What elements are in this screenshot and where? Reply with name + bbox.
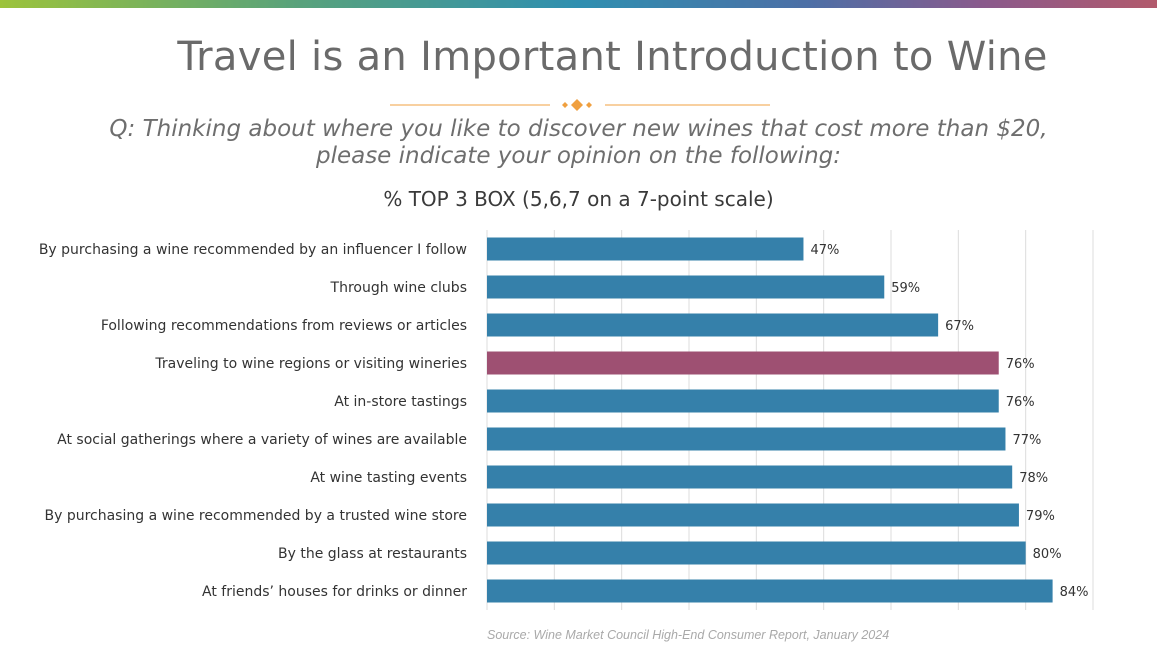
value-label: 76% (1006, 395, 1035, 410)
bar (487, 275, 885, 299)
category-label: By the glass at restaurants (278, 546, 467, 562)
survey-question-line-1: Q: Thinking about where you like to disc… (109, 116, 1048, 142)
survey-question-line-2: please indicate your opinion on the foll… (315, 143, 842, 169)
bar (487, 503, 1019, 527)
bar (487, 313, 939, 337)
bar (487, 579, 1053, 603)
bar (487, 351, 999, 375)
value-label: 47% (810, 243, 839, 258)
chart-title: % TOP 3 BOX (5,6,7 on a 7-point scale) (383, 187, 774, 211)
category-label: Following recommendations from reviews o… (101, 318, 467, 334)
category-label: Through wine clubs (330, 280, 467, 296)
bar (487, 389, 999, 413)
slide-title: Travel is an Important Introduction to W… (177, 34, 1048, 80)
value-label: 79% (1026, 509, 1055, 524)
survey-question: Q: Thinking about where you like to disc… (40, 116, 1117, 170)
category-label: At wine tasting events (310, 470, 467, 486)
bar (487, 465, 1013, 489)
divider-diamond-small-icon (586, 102, 592, 108)
category-label: At in-store tastings (334, 394, 467, 410)
category-label: By purchasing a wine recommended by an i… (39, 242, 467, 258)
value-label: 67% (945, 319, 974, 334)
value-label: 77% (1012, 433, 1041, 448)
chart-category-labels: By purchasing a wine recommended by an i… (39, 242, 467, 600)
value-label: 84% (1060, 585, 1089, 600)
bar (487, 427, 1006, 451)
category-label: At friends’ houses for drinks or dinner (202, 584, 467, 600)
value-label: 78% (1019, 471, 1048, 486)
category-label: By purchasing a wine recommended by a tr… (44, 508, 467, 524)
source-note: Source: Wine Market Council High-End Con… (487, 628, 890, 642)
category-label: Traveling to wine regions or visiting wi… (154, 356, 467, 372)
top-gradient-stripe (0, 0, 1157, 8)
value-label: 59% (891, 281, 920, 296)
title-divider (390, 99, 770, 111)
category-label: At social gatherings where a variety of … (57, 432, 467, 448)
bar (487, 237, 804, 261)
chart-value-labels: 47% 59% 67% 76% 76% 77% 78% 79% 80% 84% (810, 243, 1088, 600)
value-label: 80% (1033, 547, 1062, 562)
bar (487, 541, 1026, 565)
chart-bars (487, 237, 1053, 603)
value-label: 76% (1006, 357, 1035, 372)
divider-diamond-icon (571, 99, 583, 111)
divider-diamond-small-icon (562, 102, 568, 108)
